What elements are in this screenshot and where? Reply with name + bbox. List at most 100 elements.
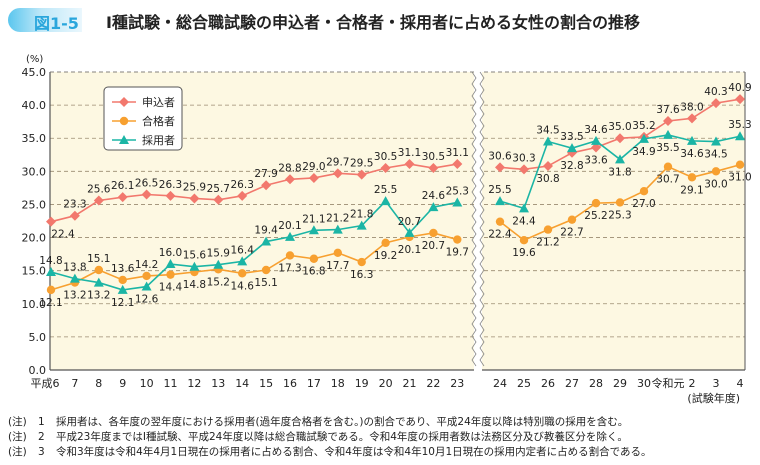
data-point bbox=[452, 159, 463, 170]
data-label: 31.0 bbox=[728, 172, 751, 184]
note-number: 3 bbox=[38, 446, 45, 458]
data-label: 21.2 bbox=[536, 237, 559, 249]
data-label: 30.8 bbox=[536, 173, 559, 185]
note-text: 平成23年度まではⅠ種試験、平成24年度以降は総合職試験である。令和4年度の採用… bbox=[56, 431, 628, 443]
x-tick-label: 30 bbox=[637, 377, 651, 390]
data-point bbox=[118, 275, 127, 285]
data-point bbox=[308, 172, 319, 183]
x-axis-unit: (試験年度) bbox=[687, 391, 740, 405]
data-point bbox=[711, 167, 721, 176]
data-label: 20.7 bbox=[398, 216, 421, 228]
data-point bbox=[189, 193, 200, 204]
data-point bbox=[591, 198, 601, 208]
legend-marker bbox=[119, 97, 129, 107]
figure-number: 図1-5 bbox=[34, 14, 79, 33]
data-label: 19.4 bbox=[254, 225, 278, 237]
x-tick-label: 11 bbox=[164, 377, 178, 390]
x-tick-label: 28 bbox=[589, 377, 603, 390]
data-point bbox=[46, 285, 56, 295]
data-point bbox=[404, 227, 415, 237]
y-tick-label: 15.0 bbox=[22, 265, 47, 278]
data-point bbox=[687, 113, 697, 124]
data-point bbox=[166, 270, 175, 279]
data-label: 40.9 bbox=[728, 82, 751, 94]
data-point bbox=[429, 228, 438, 238]
legend-label: 申込者 bbox=[142, 96, 175, 109]
data-point bbox=[261, 180, 272, 191]
x-tick-label: 19 bbox=[355, 377, 369, 390]
data-label: 29.1 bbox=[680, 184, 703, 196]
data-label: 14.4 bbox=[159, 282, 183, 294]
data-point bbox=[687, 135, 697, 145]
x-tick-label: 令和元 bbox=[652, 376, 685, 390]
y-tick-label: 20.0 bbox=[22, 232, 47, 245]
x-tick-label: 平成6 bbox=[31, 377, 60, 390]
x-tick-label: 4 bbox=[737, 377, 744, 390]
x-tick-label: 26 bbox=[541, 377, 555, 390]
data-label: 29.7 bbox=[326, 156, 349, 168]
data-point bbox=[428, 163, 439, 174]
data-label: 26.3 bbox=[159, 179, 182, 191]
axis-break-line bbox=[479, 71, 485, 367]
note-label: (注) bbox=[8, 446, 27, 458]
data-label: 16.8 bbox=[302, 266, 325, 278]
x-tick-label: 7 bbox=[71, 377, 78, 390]
x-tick-label: 22 bbox=[426, 377, 440, 390]
data-point bbox=[142, 271, 151, 281]
data-label: 12.1 bbox=[39, 297, 62, 309]
data-label: 15.9 bbox=[207, 248, 230, 260]
data-label: 13.8 bbox=[63, 262, 86, 274]
data-label: 17.3 bbox=[278, 262, 301, 274]
data-label: 35.3 bbox=[728, 119, 751, 131]
data-label: 30.5 bbox=[422, 151, 445, 163]
data-label: 25.9 bbox=[183, 181, 206, 193]
note-label: (注) bbox=[8, 416, 27, 428]
data-label: 22.4 bbox=[488, 229, 512, 241]
data-label: 12.1 bbox=[111, 297, 134, 309]
data-label: 31.8 bbox=[608, 166, 631, 178]
axis-break-line bbox=[471, 71, 477, 367]
data-label: 32.8 bbox=[560, 160, 583, 172]
notes: (注) 1 採用者は、各年度の翌年度における採用者(過年度合格者を含む。)の割合であ… bbox=[8, 415, 652, 460]
data-label: 21.1 bbox=[302, 213, 325, 225]
data-point bbox=[519, 236, 529, 245]
data-label: 24.6 bbox=[422, 190, 446, 202]
data-point bbox=[428, 202, 439, 212]
y-axis-unit: (%) bbox=[26, 54, 43, 65]
legend-label: 合格者 bbox=[142, 114, 175, 128]
data-label: 14.2 bbox=[135, 259, 158, 271]
x-tick-label: 16 bbox=[283, 377, 297, 390]
chart-title: Ⅰ種試験・総合職試験の申込者・合格者・採用者に占める女性の割合の推移 bbox=[106, 13, 640, 32]
data-label: 16.4 bbox=[231, 244, 255, 256]
x-tick-label: 14 bbox=[235, 377, 249, 390]
data-label: 25.7 bbox=[207, 183, 230, 195]
y-tick-label: 25.0 bbox=[22, 198, 47, 211]
data-point bbox=[591, 135, 601, 145]
data-label: 25.3 bbox=[608, 209, 631, 221]
axis-break bbox=[474, 71, 482, 371]
data-label: 25.5 bbox=[374, 184, 397, 196]
data-point bbox=[663, 129, 673, 139]
data-label: 27.9 bbox=[254, 168, 277, 180]
note-label: (注) bbox=[8, 431, 27, 443]
data-label: 22.7 bbox=[560, 227, 583, 239]
x-tick-label: 21 bbox=[403, 377, 417, 390]
x-tick-label: 15 bbox=[259, 377, 273, 390]
data-point bbox=[213, 259, 224, 269]
data-label: 30.0 bbox=[704, 178, 727, 190]
x-tick-label: 12 bbox=[187, 377, 201, 390]
data-label: 38.0 bbox=[680, 101, 703, 113]
data-point bbox=[189, 261, 200, 271]
data-label: 13.2 bbox=[87, 290, 110, 302]
data-label: 30.5 bbox=[374, 151, 397, 163]
data-point bbox=[381, 238, 390, 248]
data-label: 25.6 bbox=[87, 183, 111, 195]
data-point bbox=[117, 192, 128, 203]
data-point bbox=[404, 159, 415, 170]
y-tick-label: 45.0 bbox=[22, 66, 47, 79]
x-tick-label: 18 bbox=[331, 377, 345, 390]
x-tick-label: 8 bbox=[95, 377, 102, 390]
data-point bbox=[495, 162, 505, 173]
data-point bbox=[543, 225, 553, 234]
data-label: 16.3 bbox=[350, 269, 373, 281]
